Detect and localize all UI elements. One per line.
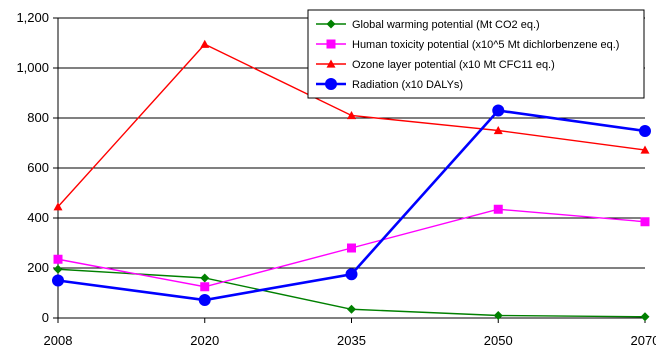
y-tick-label: 0: [42, 310, 49, 325]
series-ozone-layer-potential: [53, 39, 650, 211]
y-tick-label: 1,000: [16, 60, 49, 75]
data-point: [493, 311, 503, 320]
data-point: [492, 104, 505, 117]
data-point: [640, 145, 650, 154]
series-lines: [52, 39, 651, 322]
legend-label: Ozone layer potential (x10 Mt CFC11 eq.): [352, 59, 555, 71]
legend-label: Global warming potential (Mt CO2 eq.): [352, 19, 540, 31]
series-global-warming-potential: [53, 264, 650, 322]
data-point: [640, 217, 650, 227]
data-point: [347, 111, 356, 120]
legend-entry: Human toxicity potential (x10^5 Mt dichl…: [316, 39, 619, 51]
data-point: [345, 268, 358, 281]
data-point: [640, 312, 650, 322]
y-tick-label: 400: [27, 210, 49, 225]
y-tick-label: 200: [27, 260, 49, 275]
legend-marker: [326, 39, 336, 49]
legend-label: Human toxicity potential (x10^5 Mt dichl…: [352, 39, 619, 51]
x-tick-label: 2035: [337, 333, 366, 348]
legend-label: Radiation (x10 DALYs): [352, 79, 463, 91]
legend: Global warming potential (Mt CO2 eq.) Hum…: [307, 9, 645, 99]
series-human-toxicity-potential: [53, 204, 650, 292]
x-tick-label: 2070: [631, 333, 656, 348]
x-tick-label: 2050: [484, 333, 513, 348]
data-point: [53, 264, 63, 274]
x-tick-label: 2008: [44, 333, 73, 348]
legend-entry: Radiation (x10 DALYs): [316, 78, 463, 91]
data-point: [200, 273, 210, 283]
series-radiation-x10-dalys: [52, 104, 651, 306]
x-tick-label: 2020: [190, 333, 219, 348]
data-point: [493, 126, 503, 135]
legend-marker: [326, 19, 336, 29]
data-point: [200, 39, 210, 48]
y-tick-labels: 0 200 400 600 800 1,000 1,200: [16, 10, 49, 325]
y-tick-label: 800: [27, 110, 49, 125]
data-point: [52, 274, 64, 287]
y-tick-label: 600: [27, 160, 49, 175]
y-tick-label: 1,200: [16, 10, 49, 25]
data-point: [639, 125, 651, 137]
data-point: [198, 294, 211, 306]
x-tick-labels: 2008 2020 2035 2050 2070: [44, 333, 656, 348]
legend-marker: [326, 59, 336, 68]
data-point: [53, 254, 63, 264]
data-point: [53, 202, 63, 211]
data-point: [347, 304, 356, 314]
data-point: [200, 282, 210, 292]
legend-box: [307, 9, 645, 99]
data-point: [347, 243, 356, 253]
legend-entry: Ozone layer potential (x10 Mt CFC11 eq.): [316, 59, 555, 71]
legend-entry: Global warming potential (Mt CO2 eq.): [316, 19, 540, 31]
legend-marker: [325, 78, 337, 90]
data-point: [493, 204, 503, 214]
